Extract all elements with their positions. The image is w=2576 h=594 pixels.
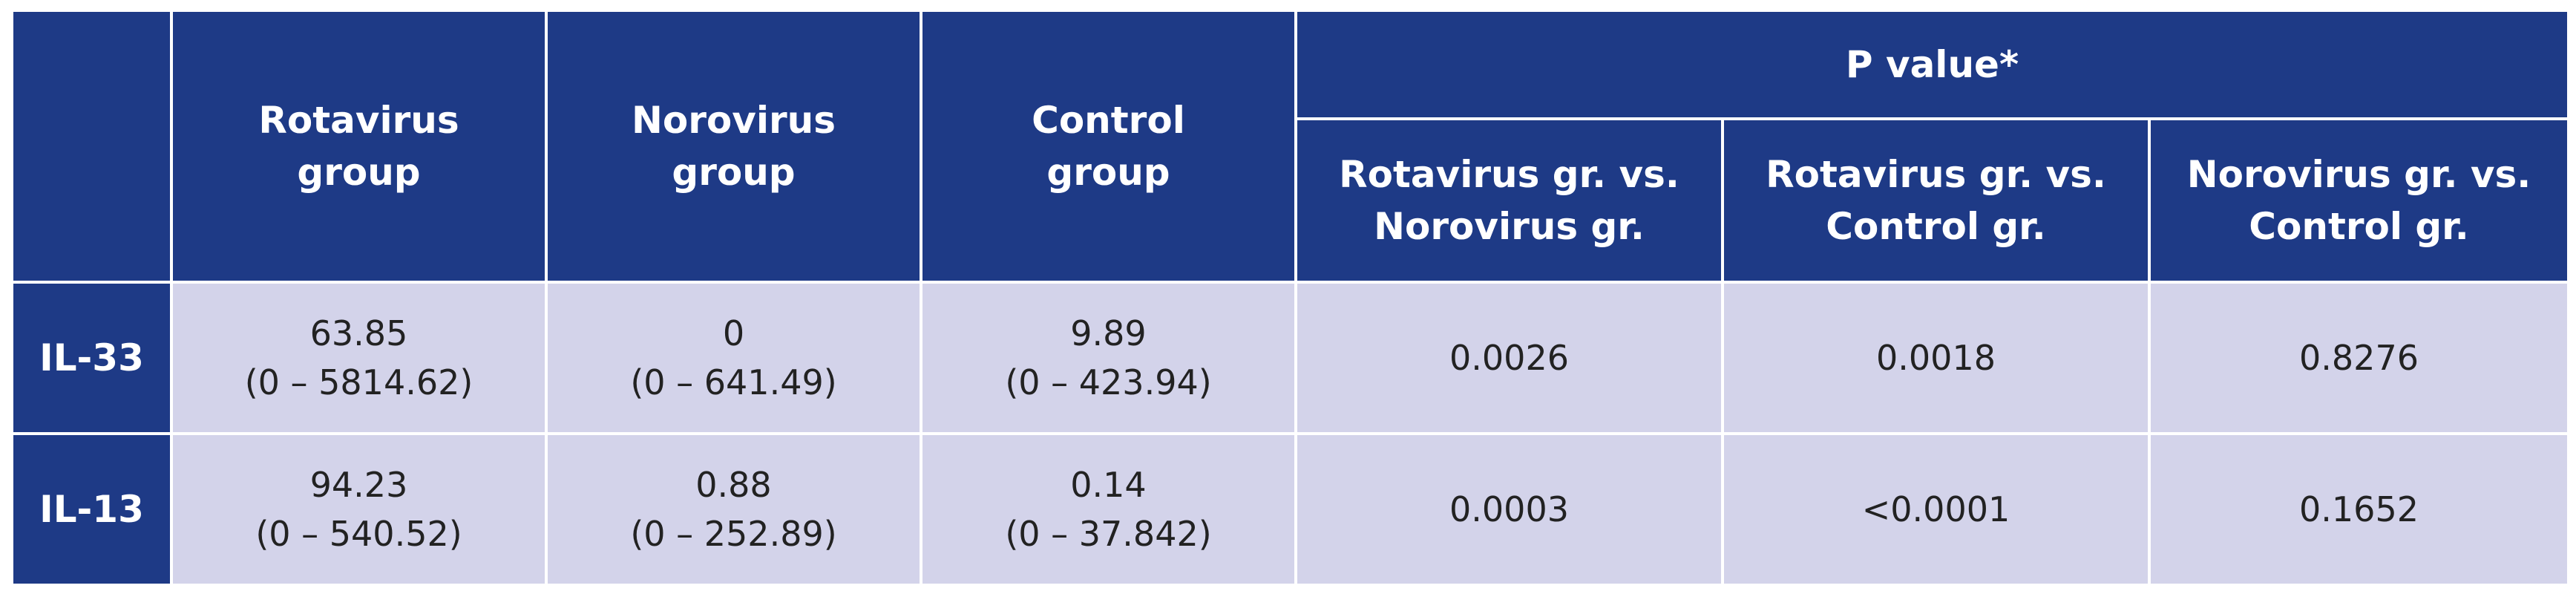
cell-il13-rotavirus-median: 94.23 [309, 465, 408, 505]
header-norovirus-line-2: group [672, 151, 796, 194]
header-control-group: Control group [920, 9, 1297, 284]
results-table: Rotavirus group Norovirus group Control … [10, 9, 2571, 587]
cell-il33-rotavirus: 63.85 (0 – 5814.62) [170, 281, 548, 435]
cell-il33-rotavirus-range: (0 – 5814.62) [244, 362, 473, 402]
cell-il13-control: 0.14 (0 – 37.842) [920, 432, 1297, 587]
header-rota-vs-noro: Rotavirus gr. vs. Norovirus gr. [1294, 117, 1724, 284]
header-rotavirus-group: Rotavirus group [170, 9, 548, 284]
header-norovirus-group: Norovirus group [545, 9, 922, 284]
header-control-line-1: Control [1032, 99, 1185, 142]
header-rotavirus-line-1: Rotavirus [258, 99, 459, 142]
header-noro-vs-ctrl-line-2: Control gr. [2249, 205, 2469, 248]
header-noro-vs-ctrl: Norovirus gr. vs. Control gr. [2147, 117, 2571, 284]
cell-il33-norovirus-median: 0 [722, 313, 745, 353]
header-noro-vs-ctrl-line-1: Norovirus gr. vs. [2186, 153, 2531, 196]
cell-il13-rotavirus-range: (0 – 540.52) [255, 514, 462, 554]
cell-il13-rotavirus: 94.23 (0 – 540.52) [170, 432, 548, 587]
header-rota-vs-noro-line-1: Rotavirus gr. vs. [1339, 153, 1679, 196]
table-row: IL-33 63.85 (0 – 5814.62) 0 (0 – 641.49)… [10, 281, 2571, 435]
header-rota-vs-noro-line-2: Norovirus gr. [1374, 205, 1645, 248]
cell-il13-control-median: 0.14 [1070, 465, 1147, 505]
header-rota-vs-ctrl-line-1: Rotavirus gr. vs. [1766, 153, 2106, 196]
cell-il13-control-range: (0 – 37.842) [1005, 514, 1212, 554]
header-row-top: Rotavirus group Norovirus group Control … [10, 9, 2571, 284]
header-rota-vs-ctrl-line-2: Control gr. [1826, 205, 2046, 248]
row-label-il-13: IL-13 [10, 432, 173, 587]
cell-il33-control-median: 9.89 [1070, 313, 1147, 353]
row-label-il-33: IL-33 [10, 281, 173, 435]
header-control-line-2: group [1046, 151, 1170, 194]
cell-il13-p-rota-noro: 0.0003 [1294, 432, 1724, 587]
cell-il33-norovirus-range: (0 – 641.49) [630, 362, 837, 402]
cell-il13-p-rota-ctrl: <0.0001 [1721, 432, 2151, 587]
cell-il13-norovirus: 0.88 (0 – 252.89) [545, 432, 922, 587]
header-p-value: P value* [1294, 9, 2571, 120]
cell-il33-control: 9.89 (0 – 423.94) [920, 281, 1297, 435]
cell-il13-norovirus-range: (0 – 252.89) [630, 514, 837, 554]
header-rota-vs-ctrl: Rotavirus gr. vs. Control gr. [1721, 117, 2151, 284]
corner-cell [10, 9, 173, 284]
cell-il13-p-noro-ctrl: 0.1652 [2147, 432, 2571, 587]
cell-il33-p-rota-ctrl: 0.0018 [1721, 281, 2151, 435]
table-row: IL-13 94.23 (0 – 540.52) 0.88 (0 – 252.8… [10, 432, 2571, 587]
cell-il33-control-range: (0 – 423.94) [1005, 362, 1212, 402]
cell-il13-norovirus-median: 0.88 [695, 465, 772, 505]
header-norovirus-line-1: Norovirus [632, 99, 836, 142]
header-rotavirus-line-2: group [297, 151, 421, 194]
cell-il33-p-noro-ctrl: 0.8276 [2147, 281, 2571, 435]
cell-il33-rotavirus-median: 63.85 [309, 313, 408, 353]
header-row-sub: Rotavirus gr. vs. Norovirus gr. Rotaviru… [12, 117, 2571, 284]
cell-il33-p-rota-noro: 0.0026 [1294, 281, 1724, 435]
cell-il33-norovirus: 0 (0 – 641.49) [545, 281, 922, 435]
